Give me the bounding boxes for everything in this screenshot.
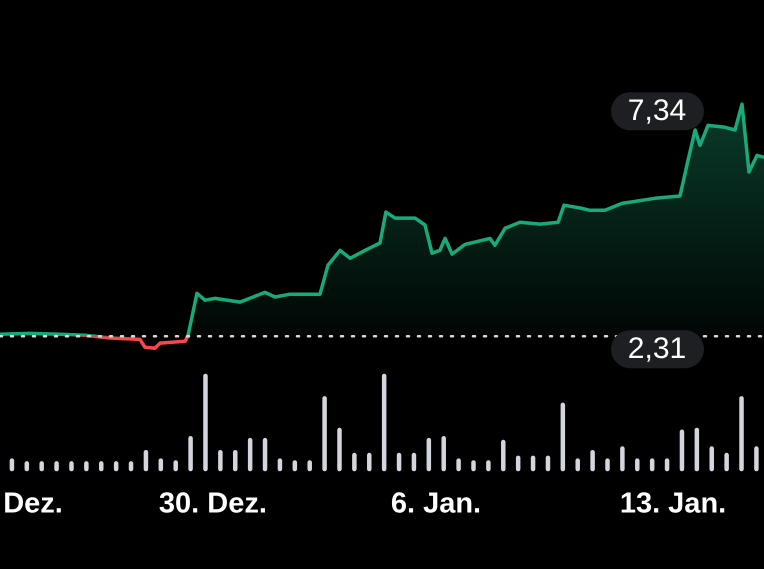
x-tick-label: 6. Jan. <box>391 488 481 520</box>
price-line-down <box>63 336 190 350</box>
high-label-bg <box>611 92 704 131</box>
price-line-up <box>0 102 764 337</box>
reference-label: 2,31 <box>628 332 686 365</box>
x-tick-label: 30. Dez. <box>159 488 267 520</box>
reference-label-bg <box>611 330 704 369</box>
x-tick-label: 13. Jan. <box>620 488 726 520</box>
x-tick-label: Dez. <box>3 488 63 520</box>
high-label: 7,34 <box>628 94 686 127</box>
price-area <box>0 104 764 337</box>
